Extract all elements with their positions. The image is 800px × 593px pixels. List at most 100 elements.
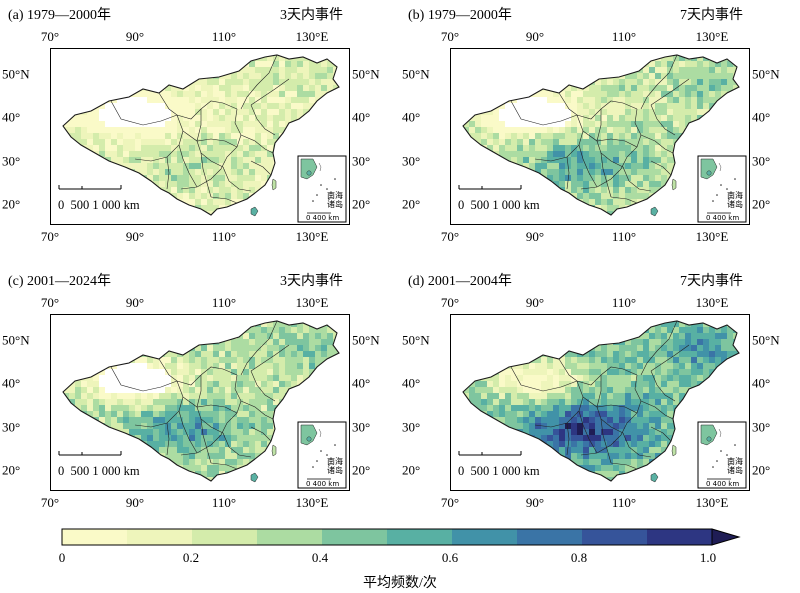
inset-label: 南海 <box>327 456 343 466</box>
lon-tick-top: 70° <box>440 295 460 310</box>
lon-tick-bottom: 110° <box>611 229 637 244</box>
country-outline <box>62 320 340 482</box>
panel-event-label: 7天内事件 <box>680 8 743 23</box>
inset-scale: 0 400 km <box>306 214 339 222</box>
lon-tick-top: 130°E <box>295 29 329 44</box>
taiwan-island <box>271 444 277 457</box>
scale-bar: 0 500 1 000 km <box>58 185 140 212</box>
lon-tick-top: 90° <box>125 29 145 44</box>
lon-tick-bottom: 130°E <box>695 229 729 244</box>
lon-tick-bottom: 110° <box>211 229 237 244</box>
map-panel-c: (c) 2001—2024年 3天内事件 70° 70° 90° 90° 110° 110° 1… <box>0 266 400 526</box>
lon-tick-bottom: 130°E <box>695 495 729 510</box>
province-boundaries <box>110 320 290 470</box>
lon-tick-top: 70° <box>40 29 60 44</box>
lon-tick-bottom: 110° <box>211 495 237 510</box>
lat-tick-right: 40° <box>352 375 371 391</box>
province-boundaries <box>110 54 290 204</box>
province-boundaries <box>510 54 690 204</box>
lon-tick-top: 70° <box>40 295 60 310</box>
map-frame: 0 500 1 000 km 南海 诸岛 0 400 km <box>50 314 350 491</box>
lon-tick-top: 90° <box>525 295 545 310</box>
panel-title: (c) 2001—2024年 <box>8 274 112 289</box>
lon-tick-top: 90° <box>125 295 145 310</box>
lat-tick-right: 30° <box>752 153 771 169</box>
panel-event-label: 3天内事件 <box>280 274 343 289</box>
province-boundaries <box>510 320 690 470</box>
inset-scale: 0 400 km <box>306 480 339 488</box>
scale-bar-label: 0 500 1 000 km <box>458 464 540 478</box>
inset-scale: 0 400 km <box>706 214 739 222</box>
colorbar-label: 平均频数/次 <box>363 576 437 591</box>
lon-tick-bottom: 130°E <box>295 495 329 510</box>
lat-tick-right: 30° <box>352 419 371 435</box>
lon-tick-top: 110° <box>611 29 637 44</box>
panel-title: (b) 1979—2000年 <box>408 8 512 23</box>
south-china-sea-inset: 南海 诸岛 0 400 km <box>697 421 747 489</box>
lat-tick-left: 40° <box>2 375 21 391</box>
lat-tick-left: 50°N <box>2 66 30 82</box>
colorbar: 0 0.2 0.4 0.6 0.8 1.0 <box>58 528 741 580</box>
map-panel-b: (b) 1979—2000年 7天内事件 70° 70° 90° 90° 110° 110° 1… <box>400 0 800 260</box>
lat-tick-left: 40° <box>402 109 421 125</box>
lon-tick-top: 90° <box>525 29 545 44</box>
lon-tick-bottom: 110° <box>611 495 637 510</box>
colorbar-tick: 1.0 <box>699 550 717 565</box>
south-china-sea-inset: 南海 诸岛 0 400 km <box>297 421 347 489</box>
lat-tick-left: 20° <box>2 462 21 478</box>
panel-title: (a) 1979—2000年 <box>8 8 112 23</box>
south-china-sea-inset: 南海 诸岛 0 400 km <box>697 155 747 223</box>
lat-tick-left: 50°N <box>402 332 430 348</box>
map-frame: 0 500 1 000 km 南海 诸岛 0 400 km <box>50 48 350 225</box>
lat-tick-left: 50°N <box>402 66 430 82</box>
panel-event-label: 3天内事件 <box>280 8 343 23</box>
inset-label: 南海 <box>327 190 343 200</box>
lat-tick-left: 30° <box>402 419 421 435</box>
lon-tick-bottom: 70° <box>40 495 60 510</box>
scale-bar-label: 0 500 1 000 km <box>58 464 140 478</box>
inset-label: 南海 <box>727 190 743 200</box>
inset-label: 南海 <box>727 456 743 466</box>
lat-tick-right: 40° <box>752 109 771 125</box>
china-map: 0 500 1 000 km 南海 诸岛 0 400 km <box>58 320 347 489</box>
inset-label: 诸岛 <box>727 199 743 209</box>
lat-tick-right: 20° <box>752 196 771 212</box>
lat-tick-right: 20° <box>752 462 771 478</box>
colorbar-tick: 0.4 <box>311 550 329 565</box>
map-frame: 0 500 1 000 km 南海 诸岛 0 400 km <box>450 48 750 225</box>
map-panel-a: (a) 1979—2000年 3天内事件 70° 70° 90° 90° 110° 110° 1… <box>0 0 400 260</box>
map-frame: 0 500 1 000 km 南海 诸岛 0 400 km <box>450 314 750 491</box>
taiwan-island <box>671 178 677 191</box>
lat-tick-right: 50°N <box>752 332 780 348</box>
lon-tick-top: 110° <box>211 295 237 310</box>
lat-tick-right: 40° <box>352 109 371 125</box>
taiwan-island <box>271 178 277 191</box>
lat-tick-left: 20° <box>402 462 421 478</box>
inset-label: 诸岛 <box>327 199 343 209</box>
colorbar-tick: 0 <box>58 550 66 565</box>
lat-tick-right: 30° <box>752 419 771 435</box>
colorbar-tick: 0.2 <box>182 550 200 565</box>
lat-tick-left: 50°N <box>2 332 30 348</box>
lon-tick-top: 130°E <box>295 295 329 310</box>
scale-bar: 0 500 1 000 km <box>58 451 140 478</box>
hainan-island <box>250 472 259 483</box>
lat-tick-left: 20° <box>402 196 421 212</box>
lon-tick-bottom: 90° <box>125 495 145 510</box>
china-map: 0 500 1 000 km 南海 诸岛 0 400 km <box>58 54 347 223</box>
hainan-island <box>250 206 259 217</box>
lon-tick-top: 70° <box>440 29 460 44</box>
south-china-sea-inset: 南海 诸岛 0 400 km <box>297 155 347 223</box>
lat-tick-left: 30° <box>2 153 21 169</box>
scale-bar-label: 0 500 1 000 km <box>58 198 140 212</box>
lon-tick-bottom: 90° <box>525 495 545 510</box>
lat-tick-right: 20° <box>352 462 371 478</box>
lon-tick-bottom: 130°E <box>295 229 329 244</box>
panel-event-label: 7天内事件 <box>680 274 743 289</box>
map-panel-d: (d) 2001—2004年 7天内事件 70° 70° 90° 90° 110° 110° 1… <box>400 266 800 526</box>
lon-tick-bottom: 90° <box>525 229 545 244</box>
lon-tick-top: 130°E <box>695 295 729 310</box>
hainan-island <box>650 206 659 217</box>
lon-tick-top: 130°E <box>695 29 729 44</box>
country-outline <box>462 54 740 216</box>
